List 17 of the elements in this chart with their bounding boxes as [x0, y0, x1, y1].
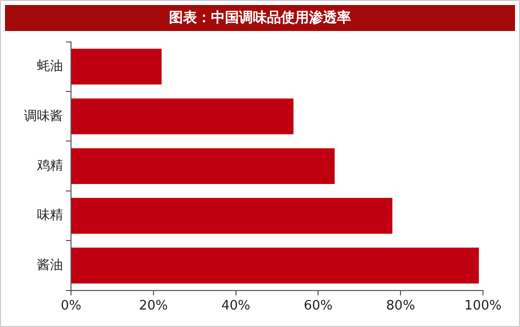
bar: [72, 198, 392, 234]
y-tick-label: 酱油: [37, 258, 63, 273]
x-tick-label: 80%: [386, 298, 416, 314]
y-tick-label: 调味酱: [24, 108, 63, 124]
y-tick-label: 蚝油: [37, 59, 63, 74]
bar: [72, 248, 479, 284]
bar: [72, 148, 335, 184]
x-tick-label: 0%: [60, 298, 82, 314]
x-tick-label: 100%: [464, 298, 502, 314]
y-tick-label: 味精: [37, 208, 63, 224]
x-tick-label: 40%: [221, 298, 250, 314]
bar: [72, 98, 294, 134]
bar: [72, 48, 162, 85]
y-tick-label: 鸡精: [36, 158, 63, 174]
x-tick-label: 60%: [304, 298, 333, 314]
chart-title: 图表：中国调味品使用渗透率: [5, 5, 515, 31]
x-tick-label: 20%: [138, 298, 168, 314]
